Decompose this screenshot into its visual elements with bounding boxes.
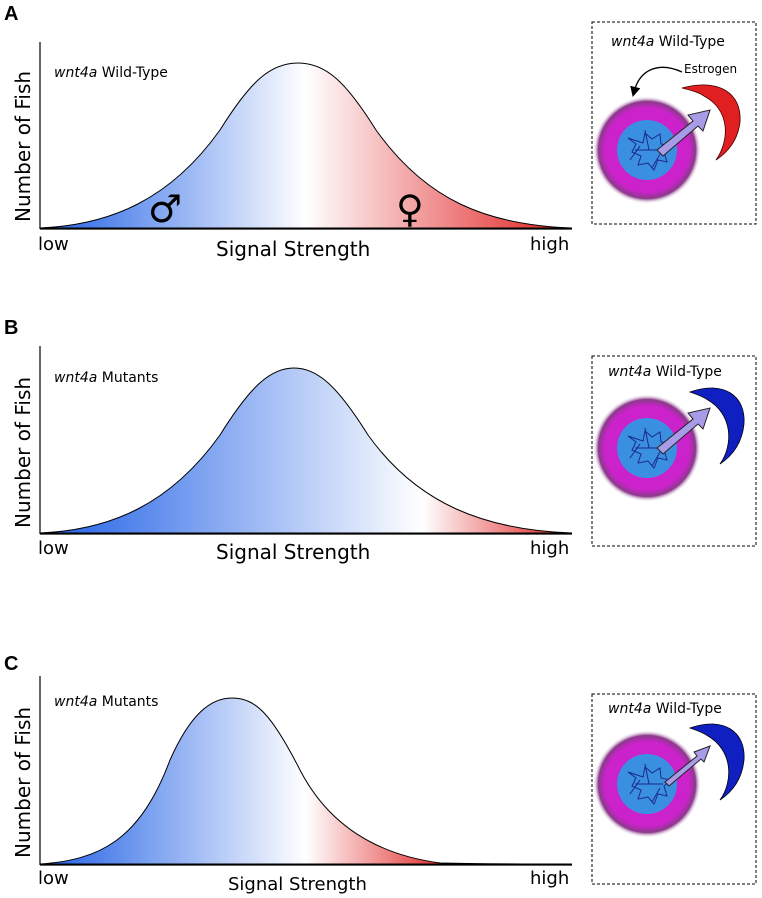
- panel-b-xlabel: Signal Strength: [216, 540, 370, 564]
- panel-b-inset-frame: [591, 355, 757, 547]
- crescent-icon: [688, 387, 745, 465]
- panel-c-ylabel: Number of Fish: [11, 707, 35, 858]
- signal-arrow-icon: [656, 109, 711, 157]
- panel-c-curve: [39, 697, 573, 865]
- panel-a: A Number of Fish wnt4a Wild-Type low hig…: [4, 3, 757, 261]
- panel-c-inset-frame: [591, 693, 757, 885]
- panel-b-inset-title: wnt4a Wild-Type: [608, 364, 722, 380]
- female-symbol-icon: ♀: [396, 187, 424, 231]
- estrogen-crescent-icon: [681, 84, 741, 161]
- panel-b-ylabel: Number of Fish: [11, 377, 35, 528]
- panel-c-letter: C: [4, 653, 18, 675]
- panel-a-curve: [39, 62, 573, 229]
- signal-arrow-icon: [656, 407, 711, 455]
- panel-b: B Number of Fish wnt4a Mutants low high …: [4, 317, 757, 564]
- panel-b-letter: B: [4, 317, 18, 339]
- panel-b-x-high: high: [530, 538, 569, 559]
- male-symbol-icon: ♂: [148, 187, 182, 231]
- panel-c: C Number of Fish wnt4a Mutants low high …: [4, 653, 757, 895]
- panel-a-ylabel: Number of Fish: [11, 71, 35, 222]
- panel-c-inset-title: wnt4a Wild-Type: [608, 701, 722, 717]
- chromatin-icon: [627, 427, 673, 469]
- estrogen-label: Estrogen: [684, 62, 737, 76]
- panel-a-inset-title: wnt4a Wild-Type: [611, 34, 725, 50]
- panel-a-inset: wnt4a Wild-Type Estrogen: [591, 21, 757, 225]
- panel-a-title: wnt4a Wild-Type: [54, 65, 168, 81]
- crescent-icon: [688, 723, 745, 801]
- panel-a-x-high: high: [530, 234, 569, 255]
- weak-signal-arrow-icon: [664, 745, 711, 787]
- panel-a-xlabel: Signal Strength: [216, 237, 370, 261]
- panel-b-inset: wnt4a Wild-Type: [591, 355, 757, 547]
- panel-b-title: wnt4a Mutants: [54, 370, 158, 386]
- panel-a-letter: A: [4, 3, 18, 25]
- panel-c-xlabel: Signal Strength: [228, 874, 367, 895]
- panel-b-x-low: low: [38, 538, 69, 559]
- panel-c-title: wnt4a Mutants: [54, 694, 158, 710]
- panel-a-x-low: low: [38, 234, 69, 255]
- panel-c-x-high: high: [530, 868, 569, 889]
- estrogen-arrow-icon: [630, 66, 683, 98]
- chromatin-icon: [627, 763, 673, 805]
- panel-c-inset: wnt4a Wild-Type: [591, 693, 757, 885]
- chromatin-icon: [627, 129, 673, 171]
- panel-c-x-low: low: [38, 868, 69, 889]
- panel-b-curve: [39, 367, 573, 534]
- panel-a-inset-frame: [591, 21, 757, 225]
